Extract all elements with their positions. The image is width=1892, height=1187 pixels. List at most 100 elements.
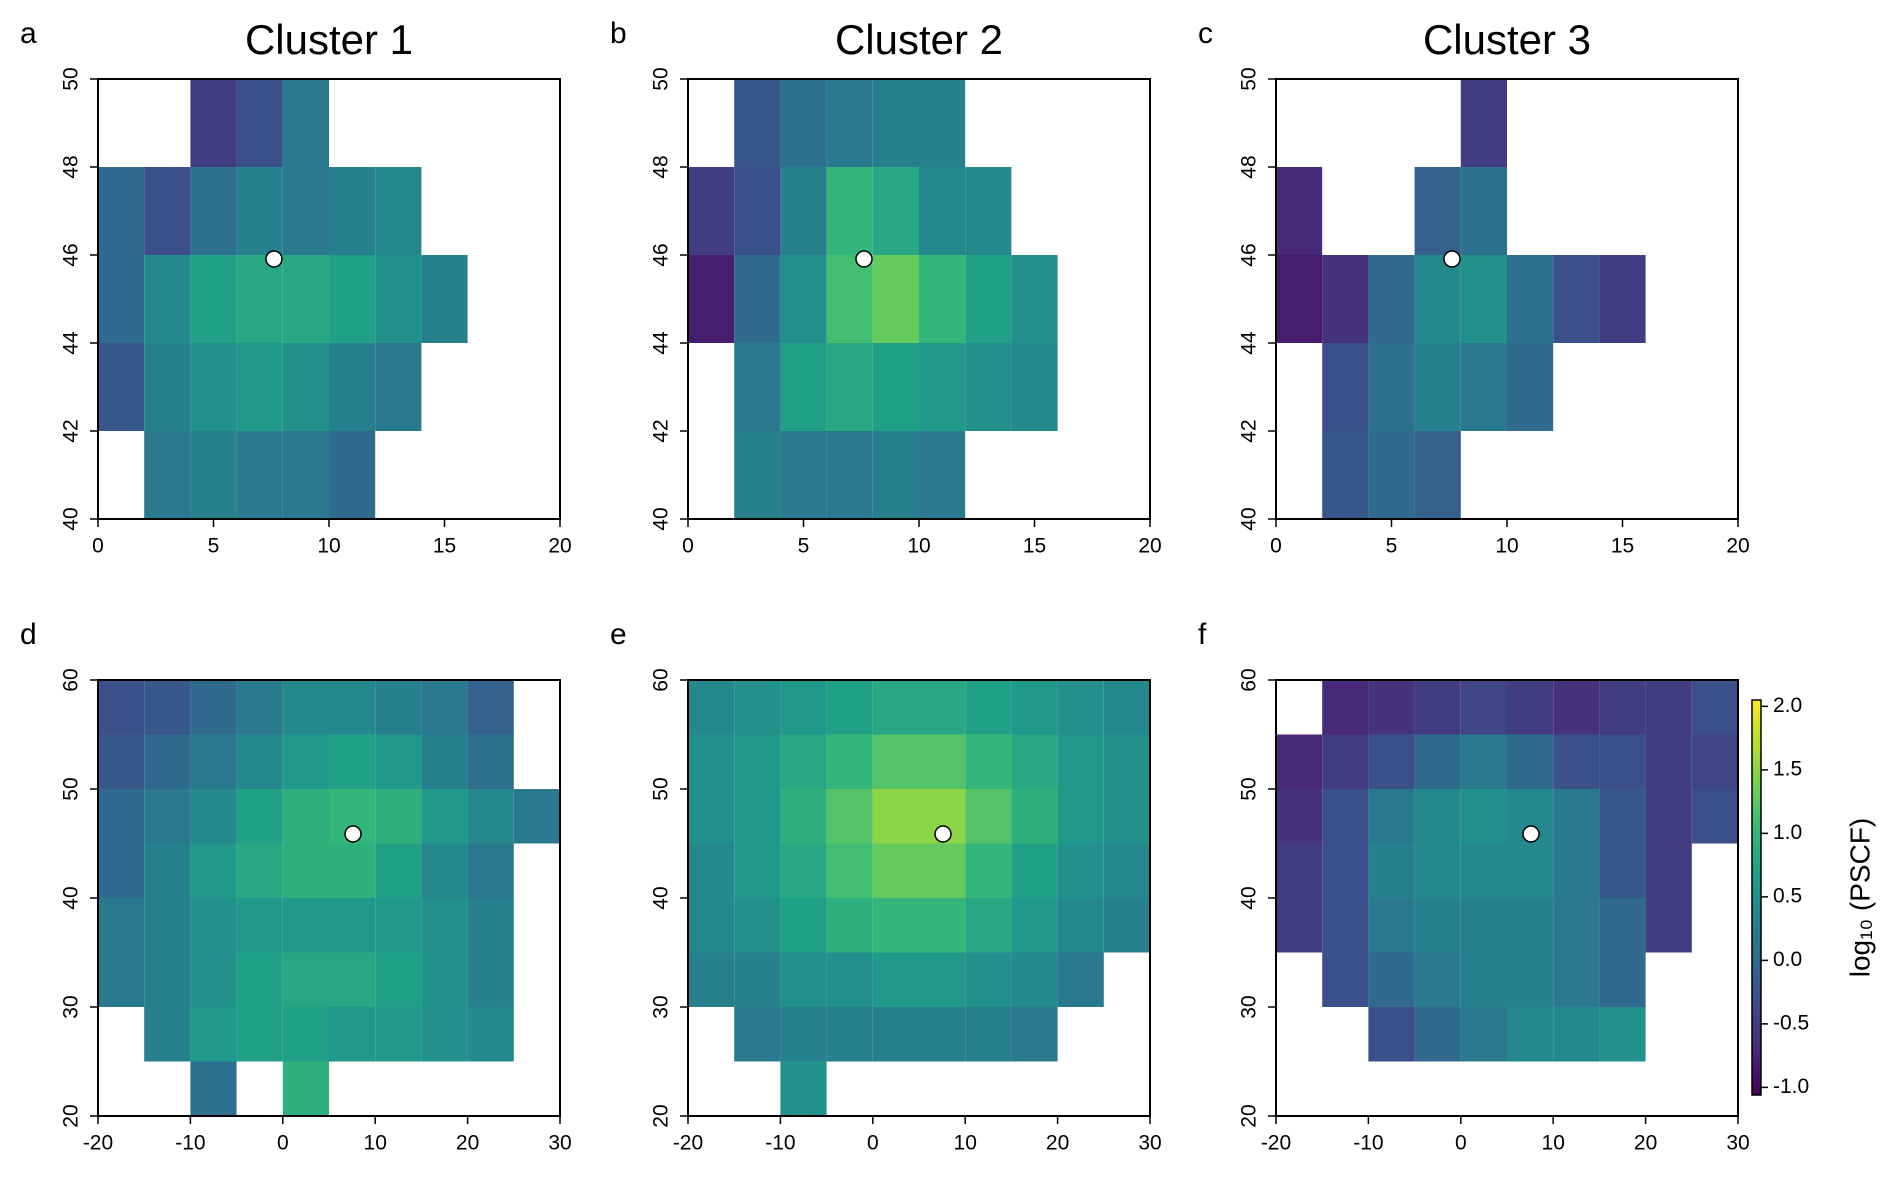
cell bbox=[780, 79, 827, 167]
cell bbox=[826, 343, 873, 431]
cell bbox=[1368, 898, 1415, 953]
x-tick-label: -20 bbox=[1261, 1132, 1291, 1155]
cell bbox=[1460, 79, 1507, 167]
y-tick-label: 30 bbox=[1238, 995, 1261, 1018]
cell bbox=[965, 898, 1012, 953]
x-tick-label: 20 bbox=[1046, 1132, 1069, 1155]
cell bbox=[1414, 952, 1461, 1007]
y-tick-label: 46 bbox=[1238, 243, 1261, 266]
cell bbox=[467, 680, 514, 735]
cell bbox=[965, 789, 1012, 844]
cell bbox=[1414, 789, 1461, 844]
cell bbox=[98, 952, 145, 1007]
cell bbox=[329, 843, 376, 898]
panel-title: Cluster 1 bbox=[245, 16, 413, 63]
panel-letter: b bbox=[610, 17, 627, 50]
cell bbox=[1322, 898, 1369, 953]
cell bbox=[688, 898, 735, 953]
cell bbox=[872, 843, 919, 898]
cell bbox=[98, 898, 145, 953]
cell bbox=[1553, 898, 1600, 953]
cell bbox=[919, 734, 966, 789]
cell bbox=[1507, 1007, 1554, 1062]
x-tick-label: 10 bbox=[317, 535, 340, 558]
x-tick-label: 0 bbox=[1270, 535, 1282, 558]
cell bbox=[282, 843, 329, 898]
cell bbox=[826, 843, 873, 898]
cell bbox=[236, 843, 283, 898]
panel-letter: d bbox=[20, 618, 37, 651]
cell bbox=[467, 734, 514, 789]
y-tick-label: 42 bbox=[650, 419, 673, 442]
y-tick-label: 30 bbox=[60, 995, 83, 1018]
cell bbox=[780, 167, 827, 255]
cell bbox=[1460, 734, 1507, 789]
cell bbox=[826, 431, 873, 519]
cell bbox=[1460, 898, 1507, 953]
cell bbox=[780, 680, 827, 735]
y-tick-label: 48 bbox=[1238, 155, 1261, 178]
y-tick-label: 40 bbox=[650, 886, 673, 909]
sites bbox=[265, 250, 1540, 843]
colorbar-tick-label: 1.5 bbox=[1773, 757, 1802, 780]
y-tick-label: 50 bbox=[1238, 67, 1261, 90]
cell bbox=[144, 343, 191, 431]
cell bbox=[282, 343, 329, 431]
y-tick-label: 40 bbox=[60, 507, 83, 530]
y-tick-label: 48 bbox=[650, 155, 673, 178]
y-tick-label: 48 bbox=[60, 155, 83, 178]
panel-title: Cluster 3 bbox=[1423, 16, 1591, 63]
cell bbox=[919, 255, 966, 343]
cell bbox=[190, 79, 237, 167]
y-tick-label: 40 bbox=[650, 507, 673, 530]
cell bbox=[965, 734, 1012, 789]
cell bbox=[98, 843, 145, 898]
cell bbox=[780, 431, 827, 519]
cell bbox=[919, 167, 966, 255]
x-tick-label: 0 bbox=[682, 535, 694, 558]
y-tick-label: 44 bbox=[1238, 331, 1261, 355]
colorbar-tick-label: 0.5 bbox=[1773, 884, 1802, 907]
cell bbox=[780, 952, 827, 1007]
cell bbox=[1103, 734, 1150, 789]
cell bbox=[190, 1061, 237, 1116]
cell bbox=[98, 343, 145, 431]
cell bbox=[734, 167, 781, 255]
cell bbox=[1011, 680, 1058, 735]
cell bbox=[144, 255, 191, 343]
x-tick-label: 10 bbox=[1495, 535, 1518, 558]
cell bbox=[421, 952, 468, 1007]
cell bbox=[1103, 898, 1150, 953]
cell bbox=[826, 680, 873, 735]
cell bbox=[282, 952, 329, 1007]
cell bbox=[1645, 843, 1692, 898]
cell bbox=[421, 734, 468, 789]
cell bbox=[965, 255, 1012, 343]
cell bbox=[1322, 843, 1369, 898]
cell bbox=[375, 343, 422, 431]
cell bbox=[919, 343, 966, 431]
y-tick-label: 46 bbox=[60, 243, 83, 266]
cell bbox=[329, 255, 376, 343]
cell bbox=[780, 1007, 827, 1062]
cell bbox=[1507, 898, 1554, 953]
cell bbox=[144, 734, 191, 789]
cell bbox=[1414, 734, 1461, 789]
cell bbox=[1011, 1007, 1058, 1062]
cell bbox=[236, 167, 283, 255]
cell bbox=[1599, 789, 1646, 844]
cell bbox=[1507, 680, 1554, 735]
cell bbox=[688, 734, 735, 789]
cell bbox=[98, 680, 145, 735]
cell bbox=[467, 843, 514, 898]
cell bbox=[282, 898, 329, 953]
cell bbox=[1368, 789, 1415, 844]
cell bbox=[1414, 843, 1461, 898]
colorbar-tick-label: -0.5 bbox=[1773, 1011, 1809, 1034]
cell bbox=[734, 1007, 781, 1062]
cell bbox=[144, 843, 191, 898]
x-tick-label: 10 bbox=[954, 1132, 977, 1155]
cell bbox=[282, 1007, 329, 1062]
cell bbox=[1507, 343, 1554, 431]
x-tick-label: 5 bbox=[798, 535, 810, 558]
